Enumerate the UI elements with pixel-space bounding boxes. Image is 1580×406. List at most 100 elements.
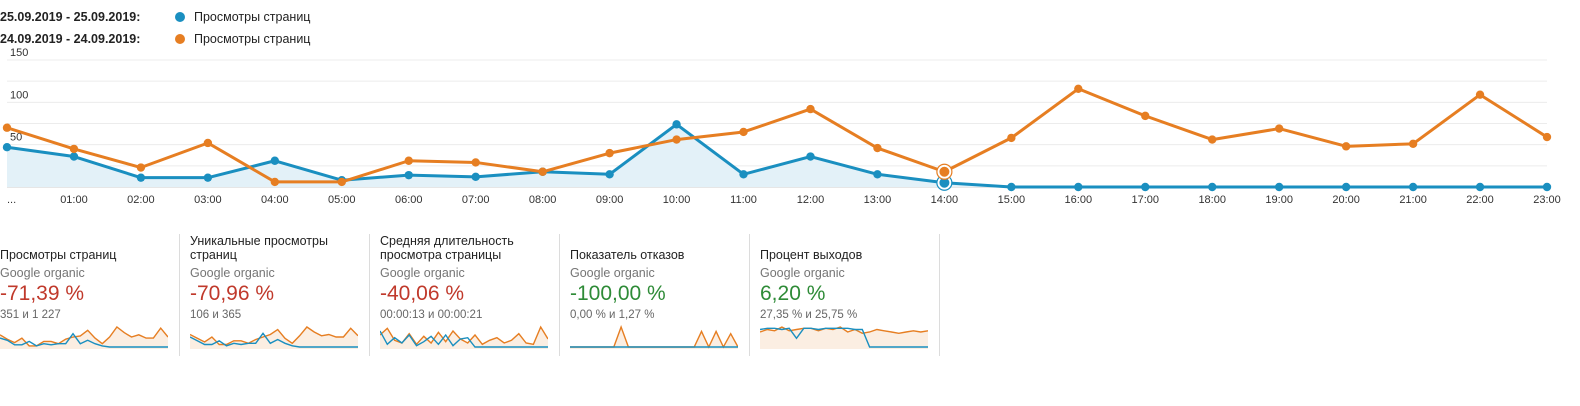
sparkline (380, 325, 548, 349)
sparkline-previous (190, 326, 358, 346)
data-point (605, 148, 614, 158)
metric-title: Показатель отказов (570, 248, 685, 262)
data-point-highlight-ring (936, 163, 953, 180)
metric-bounce-rate[interactable]: Показатель отказов Google organic -100,0… (570, 234, 750, 356)
x-tick-label: 04:00 (261, 194, 289, 206)
y-tick-label: 150 (10, 47, 28, 59)
x-tick-label: 17:00 (1131, 194, 1159, 206)
sparkline-previous (0, 326, 168, 347)
x-tick-label: 09:00 (596, 194, 624, 206)
metric-change: -100,00 % (570, 282, 666, 305)
legend-item-current[interactable]: 25.09.2019 - 25.09.2019: Просмотры стран… (0, 6, 310, 28)
data-point (69, 144, 79, 154)
sparkline-area (0, 327, 168, 349)
x-tick-label: 02:00 (127, 194, 155, 206)
data-point (337, 177, 346, 187)
metrics-row: Просмотры страниц Google organic -71,39 … (0, 234, 950, 356)
sparkline (190, 326, 358, 349)
legend-dot-icon (175, 12, 185, 22)
x-tick-label: 12:00 (797, 194, 825, 206)
metric-change: -71,39 % (0, 282, 85, 305)
x-tick-label: 10:00 (663, 194, 691, 206)
data-point (203, 138, 213, 148)
data-point (1208, 182, 1217, 192)
x-tick-label: 23:00 (1533, 194, 1561, 206)
x-tick-label: 08:00 (529, 194, 557, 206)
data-point (1475, 182, 1485, 192)
sparkline-current (0, 332, 168, 348)
x-tick-label: 15:00 (998, 194, 1026, 206)
data-point (1074, 84, 1083, 93)
legend-dot-icon (175, 34, 185, 44)
metric-segment: Google organic (570, 266, 655, 280)
data-point (1542, 132, 1552, 142)
data-point (2, 143, 12, 152)
data-point (806, 152, 815, 161)
x-tick-label: ... (7, 194, 16, 206)
data-point (1208, 135, 1217, 144)
metric-unique-pageviews[interactable]: Уникальные просмотры страниц Google orga… (190, 234, 370, 356)
x-tick-label: 20:00 (1332, 194, 1360, 206)
metric-values: 27,35 % и 25,75 % (760, 309, 858, 321)
data-point (806, 104, 815, 114)
data-point (538, 167, 547, 176)
x-tick-label: 16:00 (1065, 194, 1093, 206)
data-point (739, 170, 748, 179)
data-point (672, 120, 681, 129)
legend-series-name: Просмотры страниц (194, 10, 311, 24)
data-point (136, 163, 146, 172)
sparkline-area (190, 327, 358, 349)
y-tick-label: 100 (10, 89, 28, 101)
sparkline-previous (760, 326, 928, 335)
data-point (2, 123, 12, 132)
metric-segment: Google organic (380, 266, 465, 280)
metric-change: -40,06 % (380, 282, 465, 305)
data-point (1408, 139, 1418, 149)
metric-segment: Google organic (190, 266, 275, 280)
metric-avg-time[interactable]: Средняя длительность просмотра страницы … (380, 234, 560, 356)
metric-change: -70,96 % (190, 282, 275, 305)
data-point (605, 170, 614, 179)
x-tick-label: 18:00 (1198, 194, 1226, 206)
sparkline-area (380, 327, 548, 349)
data-point (270, 156, 280, 165)
data-point (270, 177, 280, 187)
data-point (1475, 90, 1485, 99)
x-tick-label: 03:00 (194, 194, 222, 206)
legend-item-previous[interactable]: 24.09.2019 - 24.09.2019: Просмотры стран… (0, 28, 310, 50)
data-point (136, 173, 146, 182)
metric-values: 0,00 % и 1,27 % (570, 309, 655, 321)
metric-segment: Google organic (0, 266, 85, 280)
sparkline-previous (380, 325, 548, 346)
data-point (404, 170, 413, 180)
series-area (7, 124, 1547, 187)
metric-title: Просмотры страниц (0, 248, 117, 262)
data-point (873, 143, 882, 153)
data-point (1542, 182, 1552, 192)
x-tick-label: 11:00 (730, 194, 757, 206)
sparkline-area (760, 327, 928, 349)
metric-exit-rate[interactable]: Процент выходов Google organic 6,20 % 27… (760, 234, 940, 356)
x-tick-label: 22:00 (1466, 194, 1494, 206)
data-point (1408, 182, 1418, 192)
sparkline-current (380, 330, 548, 348)
metric-change: 6,20 % (760, 282, 826, 305)
data-point (1341, 142, 1351, 151)
metric-title: Процент выходов (760, 248, 863, 262)
series-line (6, 122, 1547, 189)
data-point (1274, 182, 1284, 192)
series-line (6, 87, 1548, 184)
main-line-chart: 50 100 150... 01:00 02:00 03:00 04:00 05:00 06:0… (2, 47, 1561, 206)
data-point (739, 127, 748, 137)
chart-legend: 25.09.2019 - 25.09.2019: Просмотры стран… (0, 6, 310, 50)
x-tick-label: 07:00 (462, 194, 490, 206)
x-tick-label: 13:00 (864, 194, 892, 206)
x-tick-label: 19:00 (1265, 194, 1293, 206)
metric-pageviews[interactable]: Просмотры страниц Google organic -71,39 … (0, 234, 180, 356)
data-point (69, 152, 79, 161)
legend-date-range: 24.09.2019 - 24.09.2019: (0, 32, 141, 46)
legend-date-range: 25.09.2019 - 25.09.2019: (0, 10, 141, 24)
data-point (937, 164, 952, 179)
data-point (1074, 182, 1083, 192)
x-tick-label: 01:00 (60, 194, 88, 206)
